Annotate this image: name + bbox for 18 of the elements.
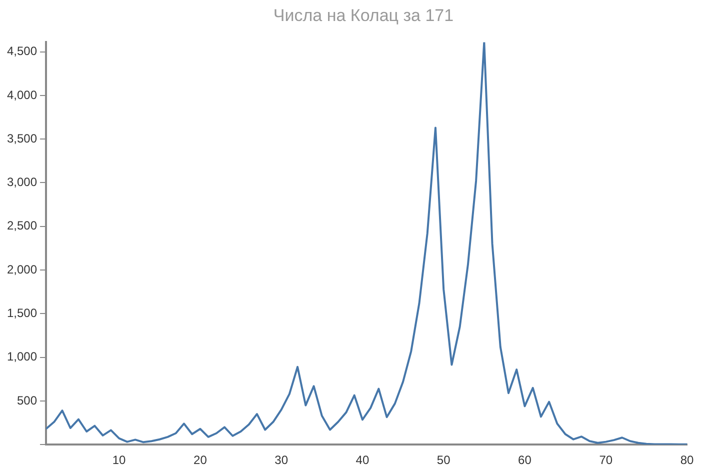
y-tick-label: 500 (17, 393, 38, 408)
x-tick-label: 10 (112, 453, 126, 468)
x-tick-label: 80 (680, 453, 694, 468)
chart-title: Числа на Колац за 171 (272, 6, 455, 27)
y-tick-label: 1,000 (7, 350, 38, 364)
y-tick-label: 4,500 (7, 44, 38, 58)
x-tick-label: 70 (599, 453, 613, 468)
y-tick-label: 2,000 (7, 262, 38, 276)
x-tick-label: 50 (436, 453, 451, 468)
y-tick-label: 2,500 (7, 218, 38, 233)
x-tick-label: 30 (274, 453, 288, 468)
x-tick-label: 60 (518, 453, 532, 468)
x-tick-label: 40 (356, 453, 370, 468)
y-tick-label: 3,500 (7, 131, 38, 146)
y-tick-label: 4,000 (7, 88, 38, 102)
y-tick-label: 1,500 (7, 306, 38, 320)
y-tick-label: 3,000 (7, 175, 38, 190)
x-tick-label: 20 (194, 453, 208, 468)
